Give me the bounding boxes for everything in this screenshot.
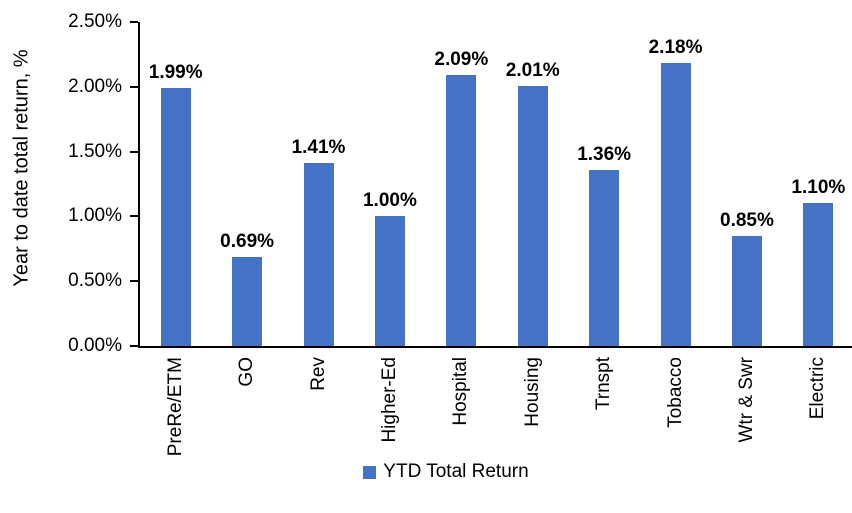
bar (160, 88, 191, 346)
y-tick-label: 2.00% (68, 75, 122, 97)
bar-value-label: 0.85% (720, 209, 774, 231)
y-tick-label: 1.50% (68, 140, 122, 162)
x-category-label: Rev (307, 357, 329, 391)
bar (589, 169, 620, 346)
y-tick-mark (130, 21, 138, 23)
legend: YTD Total Return (0, 461, 852, 483)
bar-cell: 1.99% PreRe/ETM (140, 22, 211, 456)
bar-value-label: 2.09% (434, 49, 489, 71)
bar (803, 203, 834, 346)
bar (660, 63, 691, 346)
plot-area: 1.99% PreRe/ETM 0.69% GO 1.41% Rev 1.00% Higher… (130, 21, 852, 456)
x-category-label: Housing (521, 357, 543, 427)
bar (446, 75, 477, 346)
x-category-label: Electric (807, 357, 829, 420)
bar (731, 235, 762, 346)
x-category-label: Hospital (450, 357, 472, 426)
bar-cell: 2.18% Tobacco (640, 22, 711, 427)
bar-cell: 0.85% Wtr & Swr (711, 22, 782, 443)
y-tick-label: 0.50% (68, 270, 122, 292)
y-tick-label: 0.00% (68, 335, 122, 356)
bar-series: 1.99% PreRe/ETM 0.69% GO 1.41% Rev 1.00% Higher… (140, 22, 852, 456)
y-tick-mark (130, 345, 138, 347)
bar (303, 163, 334, 346)
bar-cell: 0.69% GO (211, 22, 282, 387)
bar-value-label: 2.01% (505, 59, 560, 81)
bar-value-label: 1.41% (291, 137, 346, 159)
y-tick-mark (130, 85, 138, 88)
y-tick-mark (130, 215, 138, 218)
x-category-label: Higher-Ed (378, 357, 400, 443)
bar (517, 85, 548, 346)
x-category-label: Wtr & Swr (735, 357, 757, 443)
x-category-label: Tobacco (664, 357, 686, 428)
bar-value-label: 0.69% (220, 230, 275, 252)
bar (232, 256, 263, 346)
bar-value-label: 2.18% (648, 37, 703, 59)
bar-cell: 1.10% Electric (783, 22, 852, 419)
bar-cell: 2.01% Housing (497, 22, 568, 427)
y-tick-mark (130, 150, 138, 153)
bar-cell: 1.00% Higher-Ed (354, 22, 425, 442)
bar-value-label: 1.10% (791, 177, 846, 199)
y-tick-label: 1.00% (68, 205, 122, 227)
x-category-label: PreRe/ETM (164, 357, 186, 457)
legend-label: YTD Total Return (383, 461, 529, 482)
x-category-label: Trnspt (593, 357, 615, 411)
bar (374, 216, 405, 346)
bar-value-label: 1.00% (362, 190, 417, 212)
bar-cell: 2.09% Hospital (426, 22, 497, 426)
bar-cell: 1.36% Trnspt (568, 22, 639, 410)
bar-value-label: 1.36% (577, 143, 632, 165)
bar-cell: 1.41% Rev (283, 22, 354, 391)
legend-swatch (363, 465, 377, 479)
x-category-label: GO (236, 357, 258, 387)
bar-value-label: 1.99% (148, 62, 203, 84)
y-tick-label: 2.50% (68, 11, 122, 32)
y-tick-mark (130, 280, 138, 283)
